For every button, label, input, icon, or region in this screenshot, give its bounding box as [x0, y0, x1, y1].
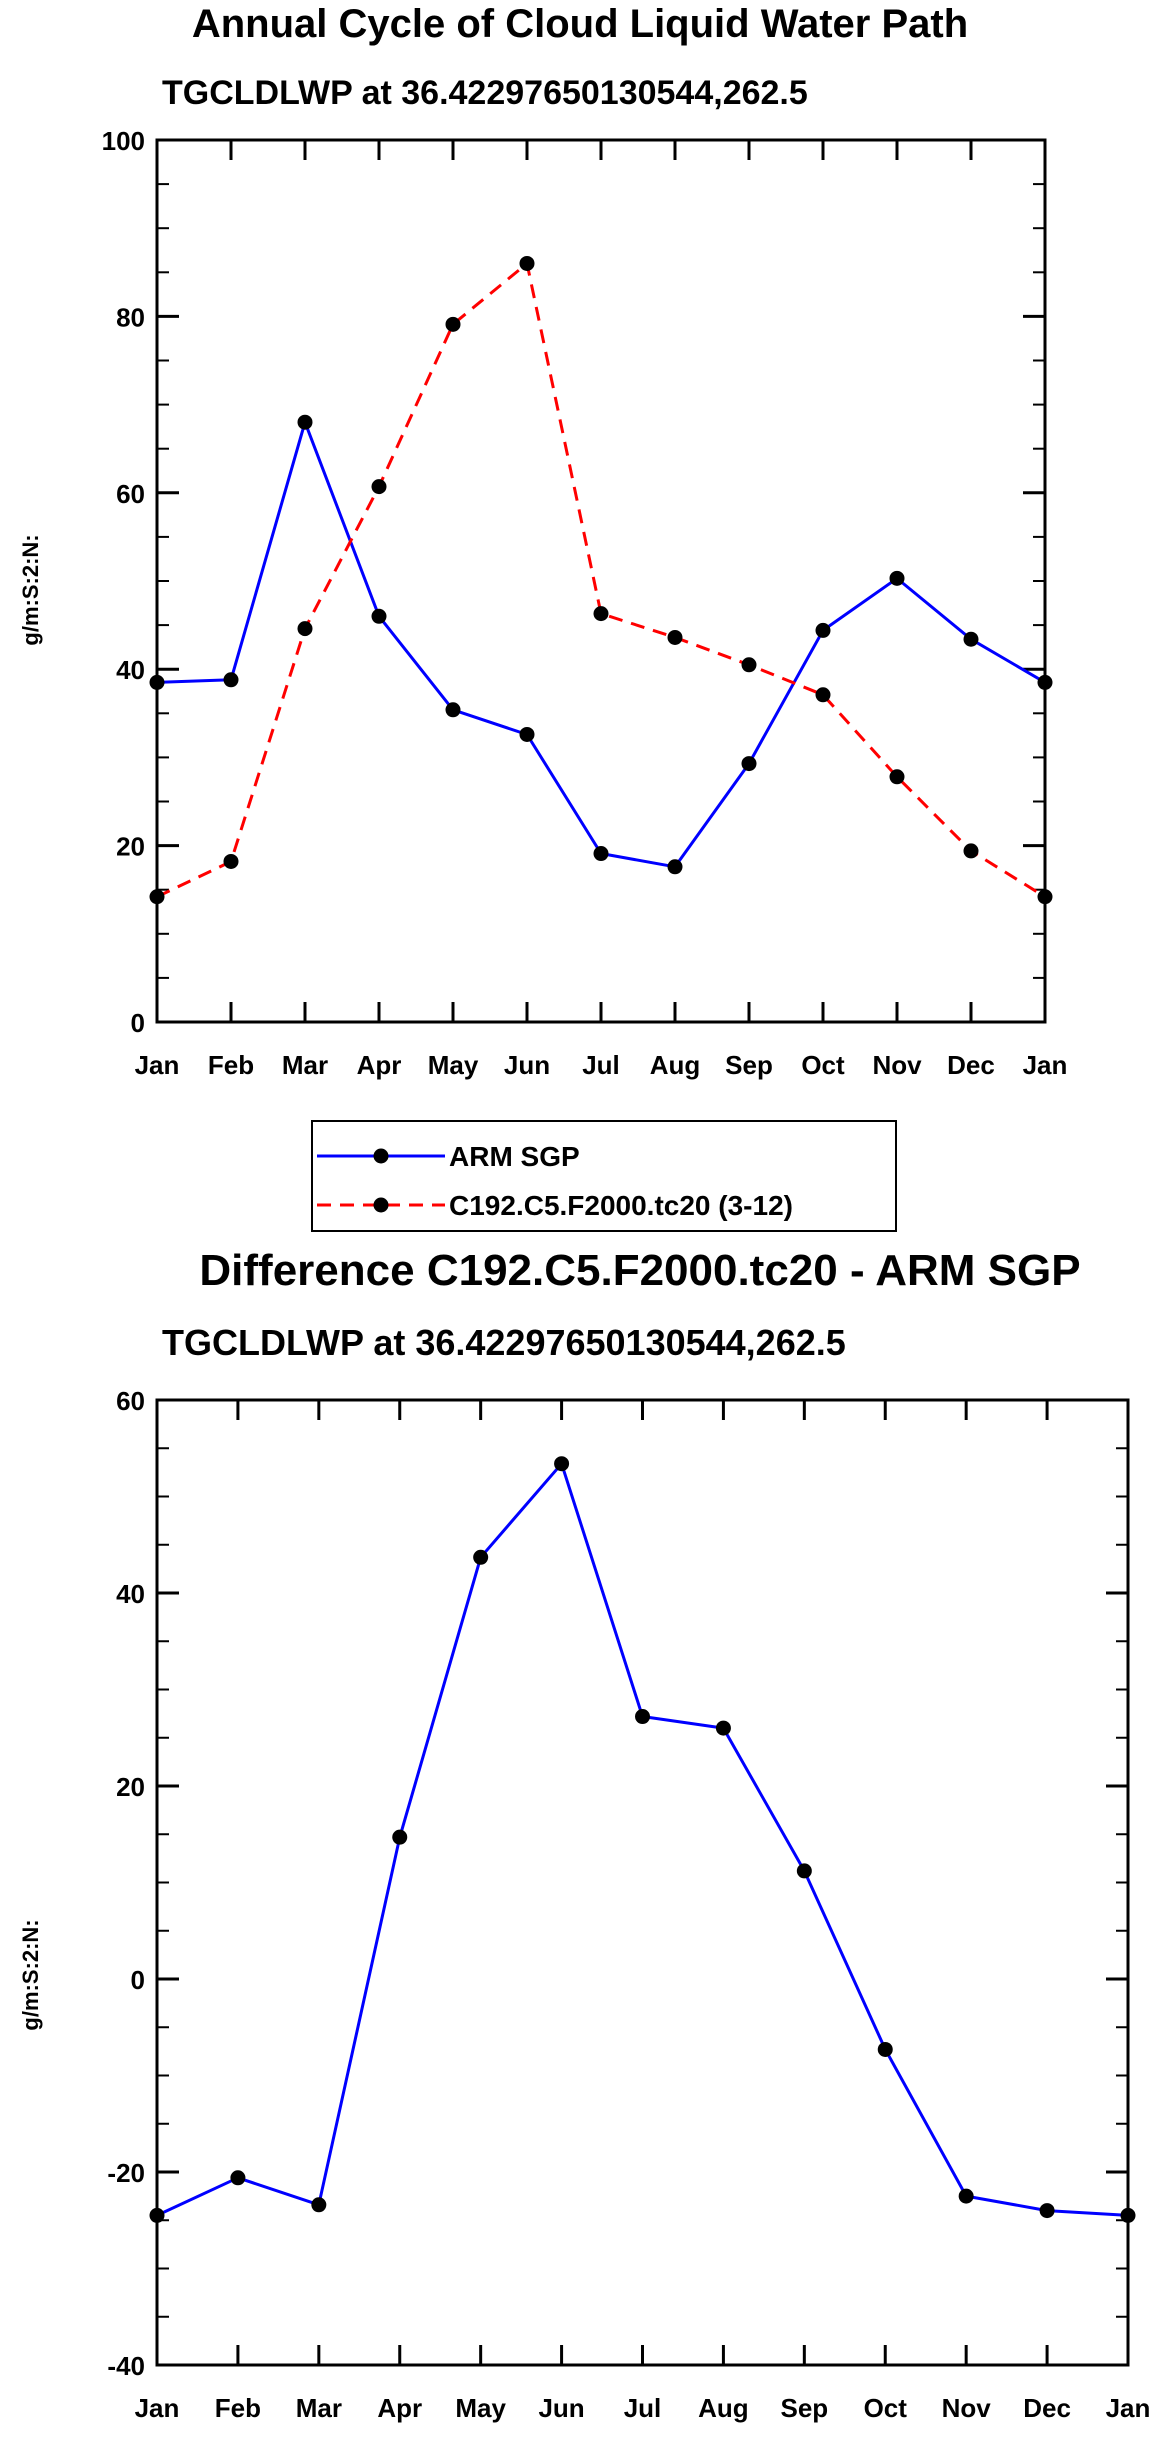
chart1-y-tick-label: 0: [131, 1008, 145, 1038]
chart2-y-tick-label: 60: [116, 1386, 145, 1416]
chart1-series-0-point: [1037, 674, 1053, 690]
chart1-series-1-point: [741, 657, 757, 673]
chart1-x-tick-label: Sep: [725, 1050, 773, 1080]
annual-cycle-chart: Annual Cycle of Cloud Liquid Water Path …: [18, 2, 1068, 1232]
chart1-series-0-point: [667, 859, 683, 875]
chart2-x-tick-label: Apr: [377, 2393, 422, 2423]
legend-entry-arm-sgp: ARM SGP: [317, 1141, 580, 1172]
chart2-x-tick-label: Jul: [624, 2393, 662, 2423]
chart1-series-1-point: [1037, 889, 1053, 905]
chart1-series-0-point: [149, 674, 165, 690]
chart1-x-tick-label: Jan: [1023, 1050, 1068, 1080]
chart2-series-0-point: [715, 1720, 731, 1736]
chart1-y-tick-label: 20: [116, 832, 145, 862]
chart1-series-0-point: [963, 631, 979, 647]
chart1-x-tick-label: Mar: [282, 1050, 328, 1080]
chart2-x-tick-label: Jan: [1106, 2393, 1151, 2423]
chart1-series-0-point: [519, 726, 535, 742]
legend-marker-model: [373, 1197, 389, 1213]
chart1-x-tick-label: Jul: [582, 1050, 620, 1080]
chart1-y-tick-label: 80: [116, 302, 145, 332]
chart1-series-1-point: [815, 687, 831, 703]
chart2-series-0-point: [796, 1863, 812, 1879]
chart2-series-0-point: [149, 2207, 165, 2223]
chart2-x-tick-label: Jan: [135, 2393, 180, 2423]
chart1-series-1-point: [963, 843, 979, 859]
chart1-x-tick-label: Dec: [947, 1050, 995, 1080]
chart2-series-0-point: [554, 1456, 570, 1472]
chart2-y-tick-label: 0: [131, 1965, 145, 1995]
chart2-series-0-point: [635, 1709, 650, 1725]
legend-entry-model: C192.C5.F2000.tc20 (3-12): [317, 1190, 793, 1221]
difference-chart: Difference C192.C5.F2000.tc20 - ARM SGP …: [18, 1246, 1150, 2423]
chart1-series-1-point: [371, 479, 387, 495]
chart1-x-tick-label: Aug: [650, 1050, 701, 1080]
legend-box: [311, 1120, 897, 1232]
chart2-series-0-point: [958, 2188, 974, 2204]
chart1-series-1-point: [519, 255, 535, 271]
chart1-title: Annual Cycle of Cloud Liquid Water Path: [192, 2, 968, 46]
chart2-subtitle: TGCLDLWP at 36.42297650130544,262.5: [162, 1322, 846, 1363]
chart1-y-axis-label: g/m:S:2:N:: [18, 534, 43, 645]
chart1-series-1-point: [889, 769, 905, 785]
chart2-series-0-point: [230, 2170, 246, 2186]
chart1-x-tick-label: Feb: [208, 1050, 254, 1080]
chart2-x-tick-label: Feb: [215, 2393, 261, 2423]
chart1-series-1-point: [297, 621, 313, 637]
chart2-series-0-point: [473, 1549, 489, 1565]
legend-label-model: C192.C5.F2000.tc20 (3-12): [449, 1190, 793, 1221]
chart1-legend: ARM SGP C192.C5.F2000.tc20 (3-12): [311, 1120, 897, 1232]
chart1-y-tick-label: 40: [116, 655, 145, 685]
chart1-x-tick-label: Jun: [504, 1050, 550, 1080]
chart1-series-0-point: [371, 608, 387, 624]
chart2-series-0-point: [311, 2197, 327, 2213]
chart1-x-tick-label: Oct: [801, 1050, 845, 1080]
chart1-series-0-point: [445, 702, 461, 718]
chart1-plot-area: 0 20 40 60 80 100 Jan Feb Mar Apr May Jun Jul Aug Sep O…: [102, 126, 1068, 1080]
chart2-series-0-point: [1120, 2207, 1136, 2223]
chart1-x-tick-label: Nov: [872, 1050, 922, 1080]
chart1-subtitle: TGCLDLWP at 36.42297650130544,262.5: [162, 74, 808, 112]
chart1-series-0-point: [223, 672, 239, 688]
chart2-series-0-point: [392, 1829, 408, 1845]
chart2-x-tick-label: Mar: [296, 2393, 342, 2423]
chart2-title: Difference C192.C5.F2000.tc20 - ARM SGP: [199, 1246, 1080, 1295]
chart2-y-tick-label: -20: [107, 2158, 145, 2188]
chart1-x-tick-label: Jan: [135, 1050, 180, 1080]
chart1-series-0-point: [741, 756, 757, 772]
chart1-series-0-point: [297, 414, 313, 430]
chart2-x-tick-label: Aug: [698, 2393, 749, 2423]
chart1-series-1-point: [149, 889, 165, 905]
chart2-x-tick-label: Sep: [780, 2393, 828, 2423]
chart1-series-0-point: [889, 570, 905, 586]
chart2-plot-area: -40 -20 0 20 40 60 Jan Feb Mar Apr May Jun Jul Aug Sep…: [107, 1386, 1150, 2423]
chart1-series-1-point: [593, 606, 609, 622]
chart1-x-tick-label: Apr: [357, 1050, 402, 1080]
chart1-series-1-point: [445, 316, 461, 332]
chart1-y-tick-label: 60: [116, 479, 145, 509]
chart2-x-tick-label: Dec: [1023, 2393, 1071, 2423]
chart1-series-1-point: [667, 629, 683, 645]
chart2-series-0-point: [877, 2041, 893, 2057]
chart2-x-tick-label: Oct: [864, 2393, 908, 2423]
chart2-x-tick-label: Jun: [538, 2393, 584, 2423]
legend-label-arm-sgp: ARM SGP: [449, 1141, 580, 1172]
chart1-y-tick-label: 100: [102, 126, 145, 156]
chart2-series-0-point: [1039, 2203, 1055, 2219]
chart1-series-0-point: [593, 846, 609, 862]
chart2-y-tick-label: 40: [116, 1579, 145, 1609]
chart2-y-tick-label: -40: [107, 2351, 145, 2381]
chart2-y-axis-label: g/m:S:2:N:: [18, 1919, 43, 2030]
chart2-x-tick-label: Nov: [942, 2393, 992, 2423]
chart2-y-tick-label: 20: [116, 1772, 145, 1802]
chart1-series-1-point: [223, 853, 239, 869]
chart1-x-tick-label: May: [428, 1050, 479, 1080]
chart2-x-tick-label: May: [455, 2393, 506, 2423]
chart1-series-0-point: [815, 622, 831, 638]
legend-marker-arm-sgp: [373, 1148, 389, 1164]
